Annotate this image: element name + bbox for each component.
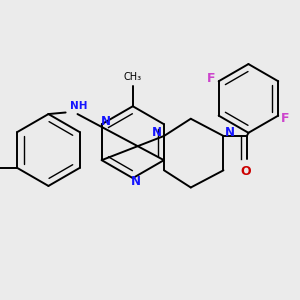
Text: N: N (152, 126, 162, 139)
Text: N: N (131, 176, 141, 188)
Text: NH: NH (70, 101, 88, 111)
Text: F: F (207, 72, 215, 85)
Text: F: F (281, 112, 290, 124)
Text: O: O (241, 165, 251, 178)
Text: N: N (100, 115, 110, 128)
Text: N: N (225, 126, 235, 139)
Text: CH₃: CH₃ (124, 72, 142, 82)
